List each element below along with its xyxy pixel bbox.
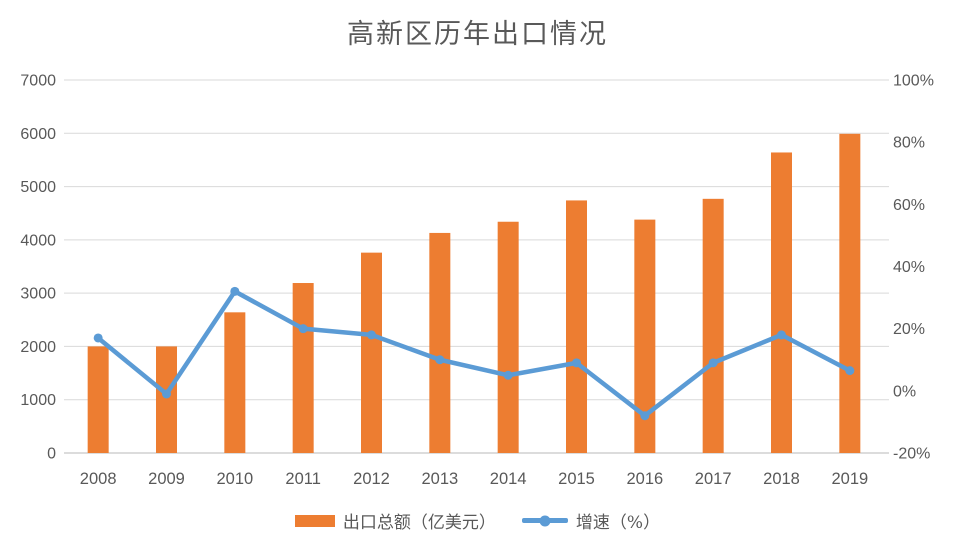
- x-axis-tick-label: 2013: [421, 470, 458, 488]
- legend-item-export-total: 出口总额（亿美元）: [294, 508, 496, 533]
- bar-series-swatch: [294, 514, 335, 527]
- y-axis-tick-label: 0: [47, 446, 56, 463]
- y2-axis-tick-label: 100%: [893, 73, 934, 90]
- line-marker: [298, 324, 308, 334]
- line-marker: [435, 355, 445, 365]
- bar: [224, 312, 246, 453]
- line-marker: [572, 358, 581, 368]
- y2-axis-tick-label: 0%: [893, 383, 916, 400]
- bar: [702, 198, 724, 453]
- y-axis-tick-label: 2000: [20, 339, 56, 356]
- bar: [156, 346, 177, 453]
- line-marker: [708, 358, 718, 368]
- line-series-swatch: [521, 515, 568, 526]
- bar: [634, 219, 656, 453]
- y-axis-tick-label: 3000: [20, 286, 56, 303]
- bar: [839, 133, 861, 453]
- line-marker: [503, 370, 513, 380]
- x-axis-tick-label: 2018: [763, 470, 800, 488]
- line-series: [95, 289, 853, 418]
- line-marker: [162, 389, 171, 399]
- x-axis-tick-label: 2012: [353, 470, 390, 488]
- x-axis-tick-label: 2016: [626, 470, 663, 488]
- y2-axis-tick-label: 40%: [893, 259, 925, 276]
- x-axis-tick-label: 2010: [216, 470, 253, 488]
- bar: [771, 152, 792, 453]
- bar: [566, 200, 587, 453]
- y-axis-tick-label: 5000: [20, 179, 56, 196]
- bar-series-label: 出口总额（亿美元）: [342, 513, 496, 533]
- line-marker: [845, 366, 855, 376]
- y-axis-tick-label: 6000: [20, 126, 56, 143]
- line-marker: [230, 286, 240, 296]
- line-series-label: 增速（%）: [575, 513, 661, 533]
- y-axis-tick-label: 7000: [20, 73, 56, 90]
- x-axis-tick-label: 2009: [148, 470, 185, 488]
- bar: [429, 232, 451, 453]
- bar: [361, 252, 382, 453]
- legend: 出口总额（亿美元） 增速（%）: [0, 508, 955, 533]
- line-series-marker-swatch: [539, 515, 551, 526]
- plot-area: 0 1000 2000 3000 4000 5000 6000 7000 -20% 0% 20% 40…: [20, 73, 934, 489]
- y-axis-tick-label: 4000: [20, 232, 56, 249]
- line-marker: [367, 330, 376, 340]
- x-axis-tick-label: 2008: [80, 470, 117, 488]
- x-axis-tick-label: 2011: [285, 470, 320, 488]
- y-axis-tick-label: 1000: [20, 392, 56, 409]
- bar: [497, 221, 519, 453]
- line-marker: [777, 330, 786, 340]
- bar: [87, 346, 109, 453]
- x-axis-tick-label: 2015: [558, 470, 595, 488]
- y2-axis-tick-label: 60%: [893, 197, 925, 214]
- y2-axis-tick-label: 80%: [893, 135, 925, 152]
- bar: [292, 283, 314, 453]
- y2-axis-tick-label: -20%: [893, 446, 930, 463]
- chart-title: 高新区历年出口情况: [347, 19, 608, 50]
- line-marker: [93, 333, 103, 343]
- y2-axis-tick-label: 20%: [893, 321, 925, 338]
- x-axis-tick-label: 2019: [831, 470, 868, 488]
- x-axis-tick-label: 2014: [490, 470, 527, 488]
- legend-item-growth-rate: 增速（%）: [521, 508, 661, 533]
- line-marker: [640, 411, 650, 421]
- x-axis-tick-label: 2017: [695, 470, 732, 488]
